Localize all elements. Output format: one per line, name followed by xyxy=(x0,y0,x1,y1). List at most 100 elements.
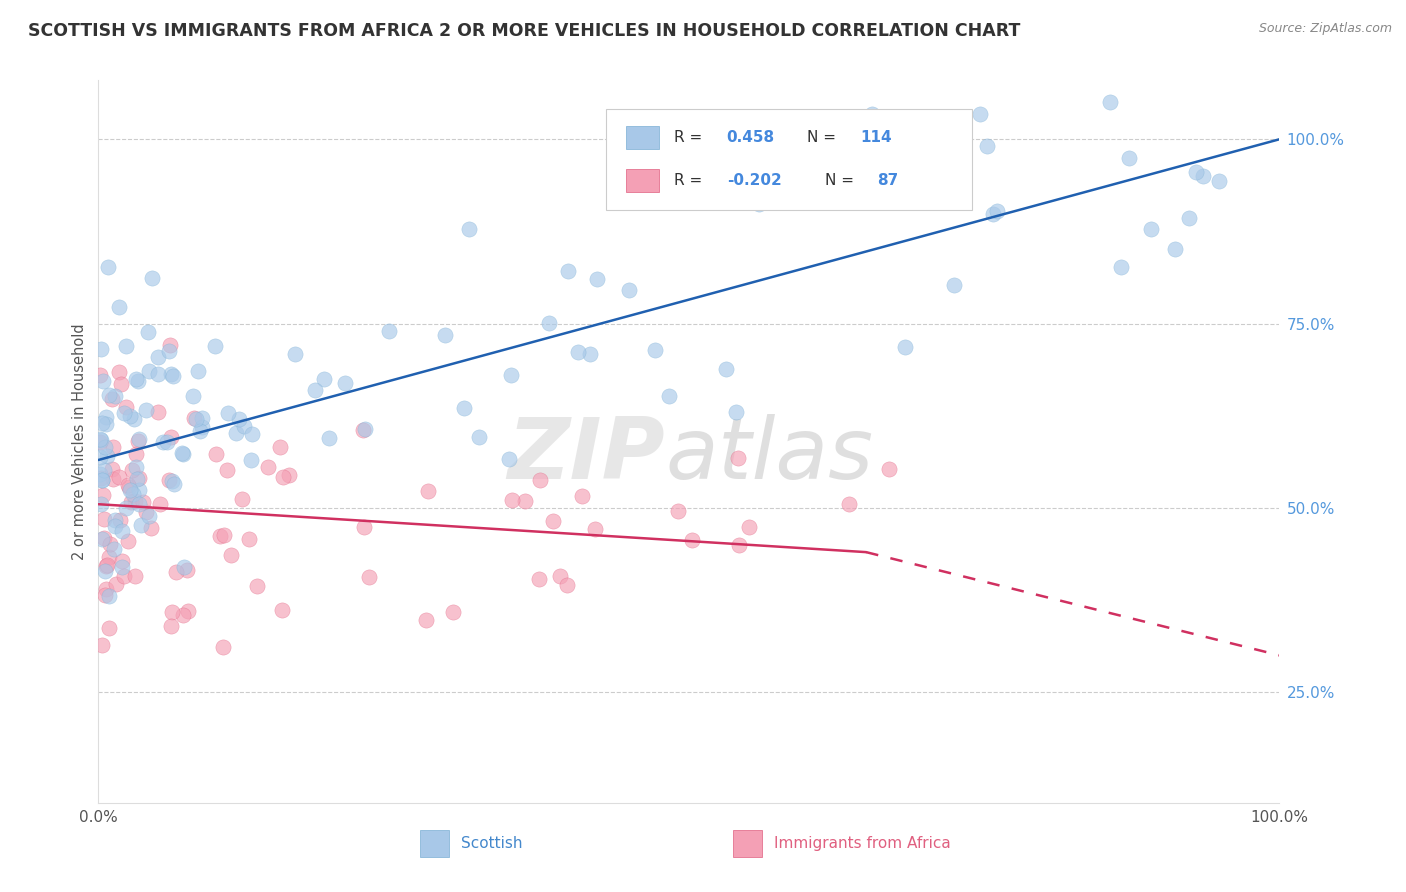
Point xyxy=(378,325,401,339)
Point xyxy=(217,463,239,477)
FancyBboxPatch shape xyxy=(606,109,973,211)
Point xyxy=(1164,242,1187,256)
Point xyxy=(176,563,198,577)
Point xyxy=(218,406,240,420)
Point xyxy=(117,480,139,494)
Point xyxy=(117,478,139,492)
Text: ZIP: ZIP xyxy=(508,415,665,498)
Point xyxy=(103,542,125,557)
Point xyxy=(579,346,602,360)
Point xyxy=(90,342,112,356)
Point xyxy=(108,300,131,314)
Point xyxy=(90,471,112,485)
Point xyxy=(170,445,193,459)
Point xyxy=(541,514,564,528)
Point xyxy=(501,492,523,507)
Point xyxy=(513,494,536,508)
Point xyxy=(270,603,292,617)
Point xyxy=(748,197,770,211)
Point xyxy=(149,497,172,511)
Point xyxy=(725,405,748,419)
Point xyxy=(214,528,236,542)
Point xyxy=(160,430,183,444)
Point xyxy=(97,387,120,401)
FancyBboxPatch shape xyxy=(419,830,449,857)
Point xyxy=(128,432,150,446)
Point xyxy=(160,367,183,381)
Point xyxy=(98,621,121,635)
Point xyxy=(550,568,572,582)
Point xyxy=(204,339,226,353)
Point xyxy=(557,578,579,592)
Point xyxy=(240,453,263,467)
Point xyxy=(93,531,115,545)
Point xyxy=(354,422,377,436)
Point xyxy=(162,369,184,384)
Point xyxy=(246,579,269,593)
Point xyxy=(108,365,131,379)
Point xyxy=(1140,221,1163,235)
Point xyxy=(893,341,915,355)
FancyBboxPatch shape xyxy=(626,126,659,149)
Point xyxy=(139,521,162,535)
Point xyxy=(125,447,148,461)
Point xyxy=(314,372,336,386)
Point xyxy=(357,570,380,584)
Point xyxy=(1208,174,1230,188)
Point xyxy=(127,434,149,448)
Point xyxy=(1178,211,1201,225)
Point xyxy=(93,463,115,477)
Point xyxy=(727,450,749,465)
Point xyxy=(529,573,551,587)
FancyBboxPatch shape xyxy=(626,169,659,193)
Text: R =: R = xyxy=(673,173,702,188)
Point xyxy=(90,417,112,431)
Point xyxy=(91,374,114,388)
Point xyxy=(110,513,132,527)
Point xyxy=(188,424,211,438)
Point xyxy=(124,372,146,386)
Point xyxy=(94,582,117,596)
Text: 114: 114 xyxy=(860,130,891,145)
Point xyxy=(104,513,127,527)
Point xyxy=(165,565,187,579)
Point xyxy=(211,640,233,654)
Point xyxy=(138,326,160,340)
Point xyxy=(108,470,131,484)
Text: SCOTTISH VS IMMIGRANTS FROM AFRICA 2 OR MORE VEHICLES IN HOUSEHOLD CORRELATION C: SCOTTISH VS IMMIGRANTS FROM AFRICA 2 OR … xyxy=(28,22,1021,40)
Point xyxy=(415,613,437,627)
Point xyxy=(110,377,132,392)
Point xyxy=(191,419,214,434)
Point xyxy=(269,440,291,454)
Point xyxy=(91,488,114,502)
Point xyxy=(571,490,593,504)
Point xyxy=(94,564,117,578)
Point xyxy=(838,496,860,510)
Point xyxy=(184,412,207,426)
Point xyxy=(124,569,146,583)
Point xyxy=(91,473,114,487)
Point xyxy=(114,338,136,352)
Point xyxy=(284,346,307,360)
Point xyxy=(96,558,118,572)
Point xyxy=(1118,151,1140,165)
FancyBboxPatch shape xyxy=(733,830,762,857)
Point xyxy=(98,536,121,550)
Point xyxy=(644,343,666,358)
Point xyxy=(714,361,737,376)
Point xyxy=(110,554,132,568)
Point xyxy=(181,389,204,403)
Point xyxy=(163,477,186,491)
Point xyxy=(135,402,157,417)
Point xyxy=(104,388,127,402)
Point xyxy=(418,483,440,498)
Point xyxy=(152,435,174,450)
Point xyxy=(233,419,256,434)
Point xyxy=(128,471,150,485)
Point xyxy=(89,435,111,450)
Point xyxy=(583,522,606,536)
Point xyxy=(969,107,991,121)
Point xyxy=(97,550,120,565)
Point xyxy=(205,446,228,460)
Point xyxy=(89,467,111,482)
